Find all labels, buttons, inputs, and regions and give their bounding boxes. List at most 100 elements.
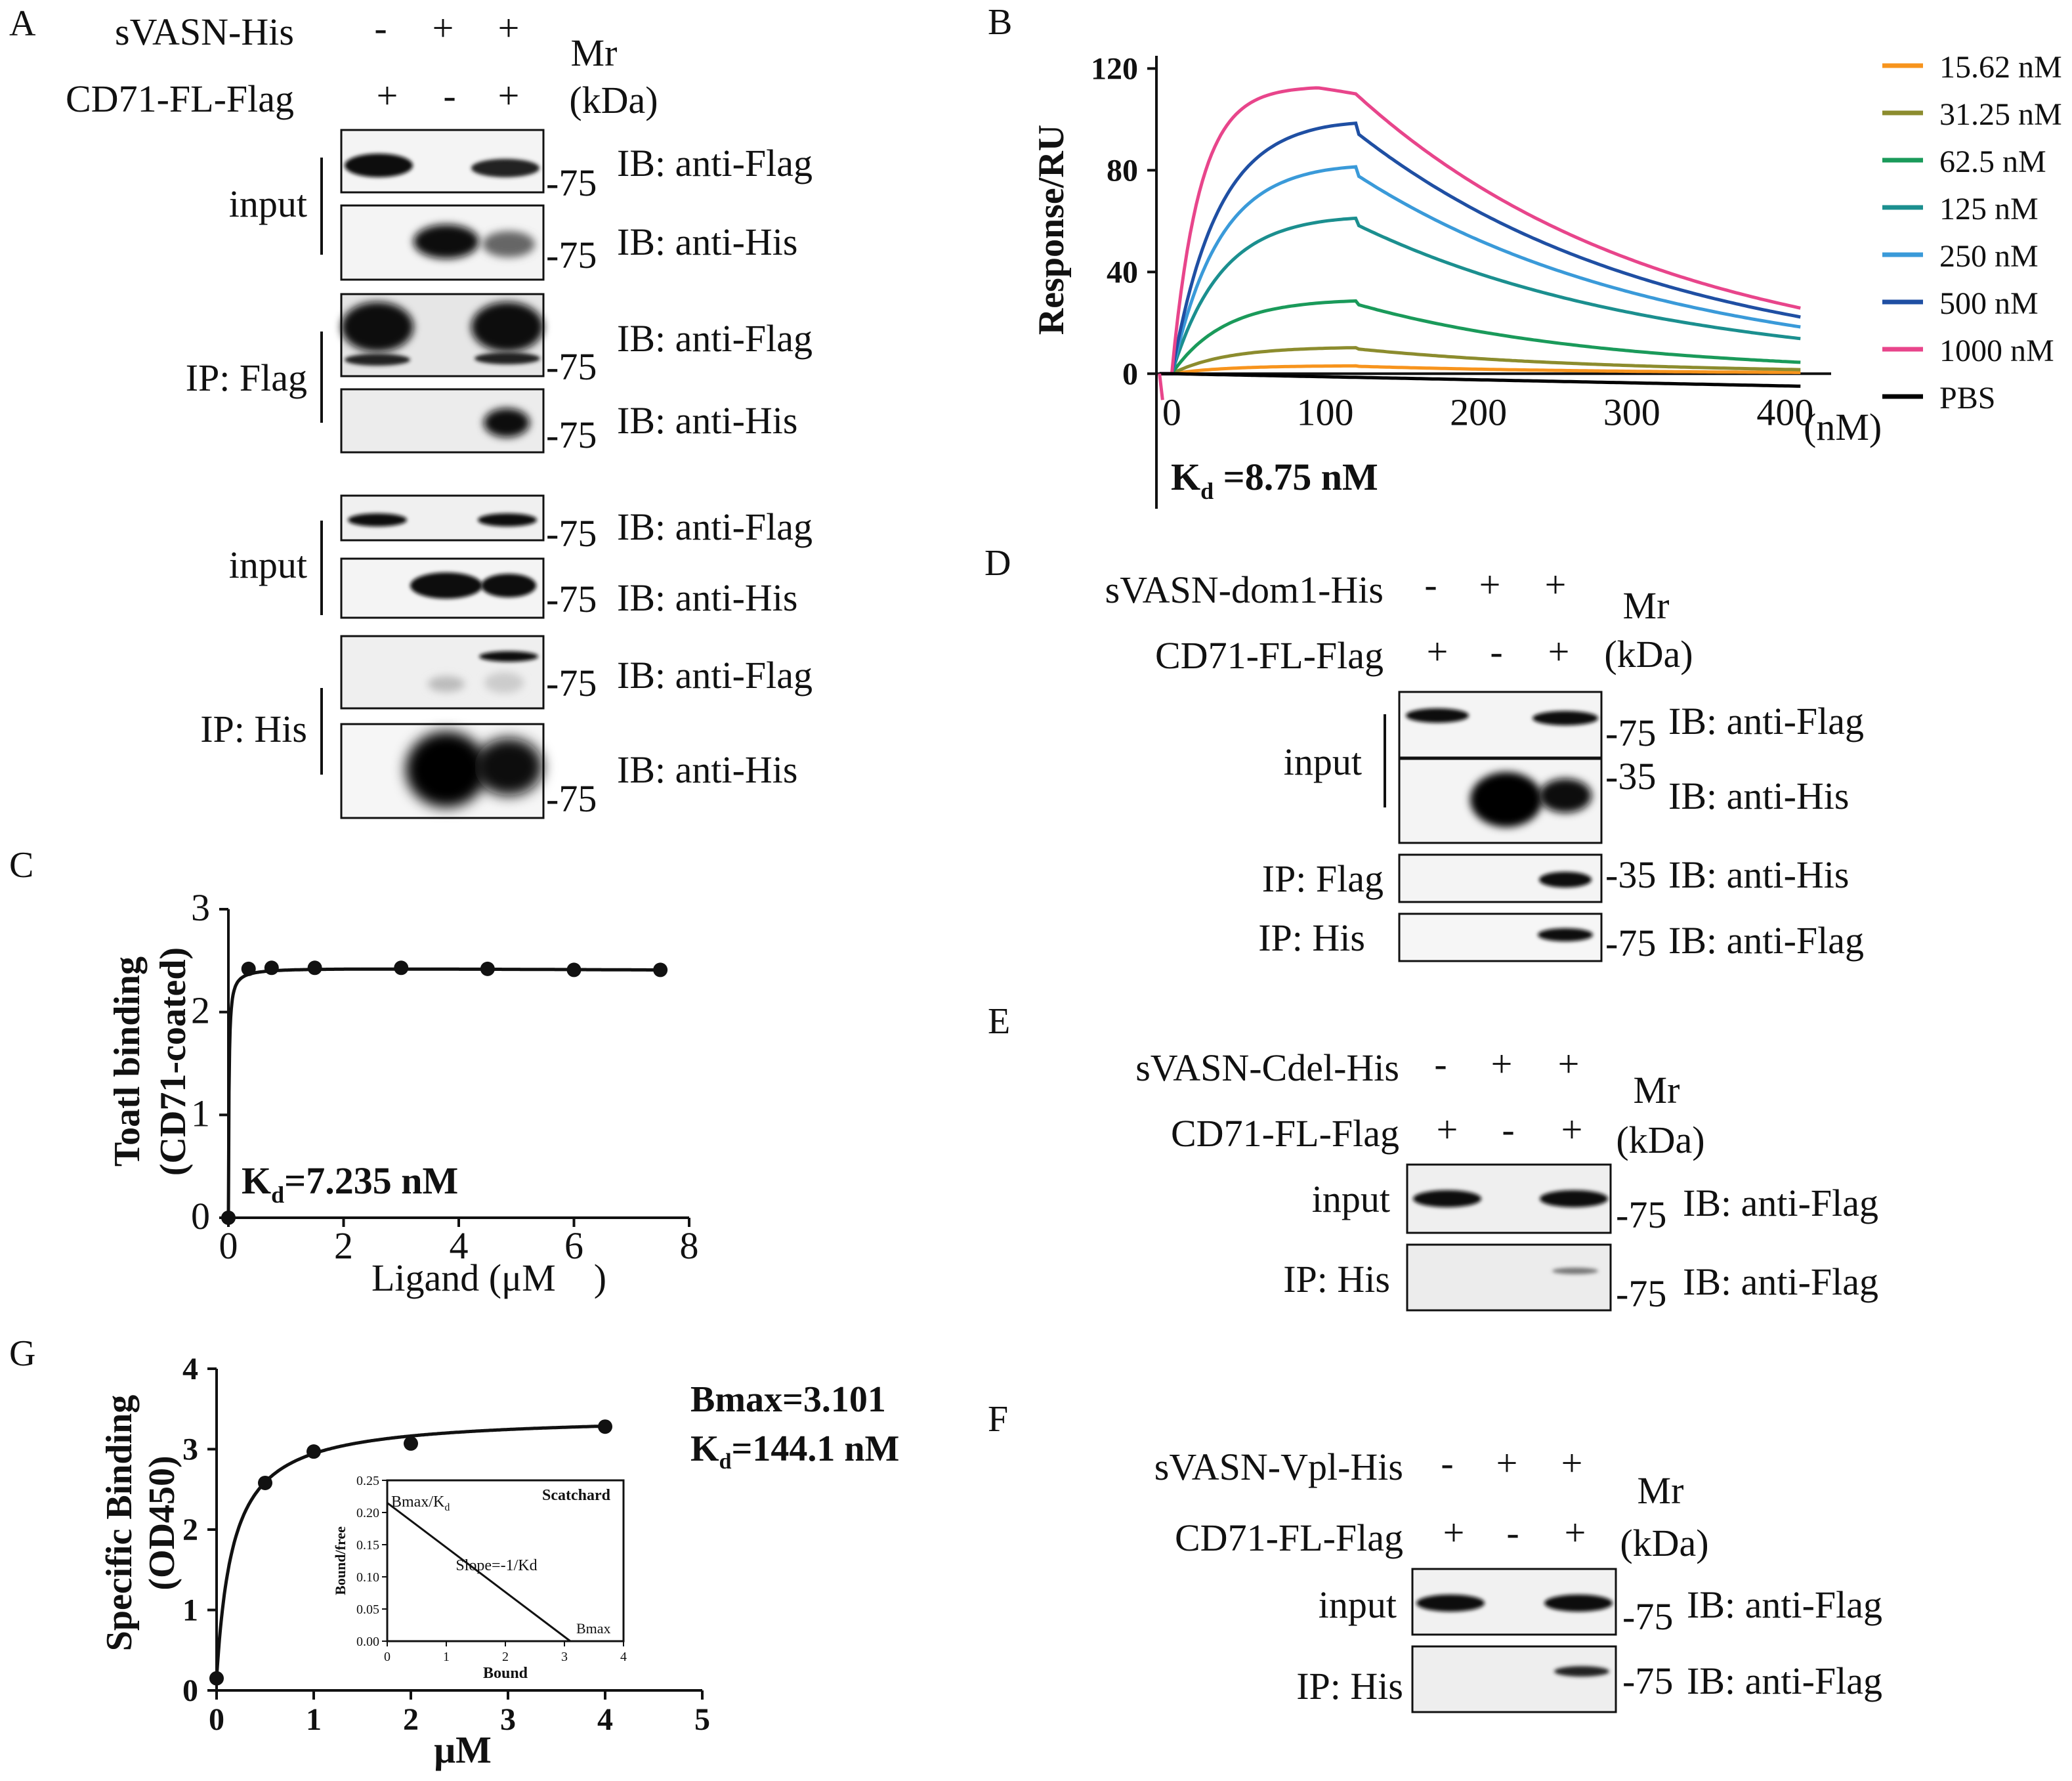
inset-scatchard-line (387, 1502, 571, 1642)
ib-label: IB: anti-Flag (1683, 1260, 1878, 1303)
ib-label: IB: anti-His (617, 221, 797, 263)
chart-b-kd: Kd =8.75 nM (1171, 456, 1378, 504)
sign-e-r2-c3: + (1561, 1108, 1583, 1151)
group-label-ip-his: IP: His (1296, 1665, 1403, 1707)
chart-b-series-line (1159, 165, 1801, 376)
chart-c-point (221, 1211, 236, 1225)
sign-a-r2-c2: - (443, 74, 455, 117)
chart-c-kd: Kd=7.235 nM (242, 1159, 458, 1208)
chart-b-xtick-label: 100 (1297, 391, 1354, 433)
chart-b-ylabel: Response/RU (1031, 125, 1072, 335)
sign-a-r1-c2: + (433, 7, 454, 49)
mw-marker: -75 (1605, 922, 1656, 964)
mw-marker: -75 (546, 512, 597, 555)
blot-e2 (1406, 1243, 1612, 1312)
chart-b-xtick-label: 0 (1162, 391, 1181, 433)
mw-marker: -75 (546, 777, 597, 820)
sign-d-r1-c1: - (1424, 563, 1437, 606)
mr-label: Mr (571, 32, 618, 74)
group-label-input: input (229, 544, 307, 586)
kda-label: (kDa) (569, 79, 658, 121)
chart-c-point (264, 960, 279, 976)
inset-frame (386, 1479, 625, 1642)
group-label-input: input (229, 182, 307, 225)
inset-ytick-label: 0.00 (356, 1635, 379, 1649)
chart-g-xtick-label: 4 (597, 1702, 613, 1737)
row-label-svasn-dom1-his: sVASN-dom1-His (1105, 569, 1384, 611)
chart-b-series-line (1159, 372, 1801, 388)
chart-g-point (209, 1671, 224, 1686)
sign-e-r1-c1: - (1434, 1042, 1447, 1085)
chart-b-legend-label: 15.62 nM (1939, 50, 2062, 85)
group-label-ip-his: IP: His (1258, 916, 1365, 959)
inset-title: Scatchard (542, 1487, 611, 1504)
chart-g: 0 1 2 3 4 0 1 2 3 4 5 (182, 1352, 710, 1737)
chart-b-xunit: (nM) (1804, 406, 1882, 448)
chart-g-ytick-label: 0 (182, 1673, 198, 1708)
sign-d-r2-c3: + (1548, 630, 1570, 673)
sign-f-r1-c3: + (1561, 1442, 1583, 1484)
ib-label: IB: anti-His (617, 748, 797, 791)
sign-f-r2-c3: + (1565, 1511, 1586, 1554)
chart-c-xlabel: Ligand (μM ) (371, 1256, 606, 1299)
row-label-svasn-his: sVASN-His (115, 11, 294, 53)
sign-e-r2-c2: - (1502, 1108, 1514, 1151)
chart-g-point (404, 1436, 418, 1451)
mw-marker: -75 (1605, 712, 1656, 754)
inset-ytick-label: 0.20 (356, 1506, 379, 1520)
chart-b-legend-label: 125 nM (1939, 192, 2039, 226)
row-label-cd71-fl-flag: CD71-FL-Flag (1171, 1112, 1399, 1155)
mw-marker: -75 (1622, 1660, 1673, 1702)
panel-label-c: C (9, 845, 33, 886)
chart-g-xtick-label: 5 (694, 1702, 710, 1737)
panel-label-g: G (9, 1333, 35, 1374)
inset-xtick-label: 1 (443, 1650, 450, 1664)
chart-c-xtick-label: 0 (219, 1224, 238, 1267)
panel-label-e: E (988, 1001, 1010, 1042)
chart-c-xtick-label: 4 (450, 1224, 469, 1267)
chart-b-series-line (1159, 346, 1801, 376)
ib-label: IB: anti-His (617, 576, 797, 619)
chart-b-series-line (1159, 216, 1801, 376)
sign-a-r1-c1: - (374, 7, 387, 49)
chart-c: 0 1 2 3 0 2 4 6 8 (191, 886, 699, 1267)
inset-xtick-label: 2 (502, 1650, 509, 1664)
chart-b-ytick-label: 0 (1122, 356, 1138, 391)
mw-marker: -75 (546, 578, 597, 620)
kda-label: (kDa) (1620, 1522, 1708, 1564)
ib-label: IB: anti-Flag (617, 317, 813, 360)
chart-b-xtick-label: 200 (1450, 391, 1507, 433)
chart-c-point (394, 960, 409, 976)
chart-b-series-line (1159, 299, 1801, 376)
sign-d-r2-c1: + (1427, 630, 1448, 673)
group-label-ip-his: IP: His (1283, 1258, 1390, 1300)
chart-c-point (307, 960, 322, 976)
inset-ytick-label: 0.10 (356, 1570, 379, 1585)
inset-xtick-label: 4 (620, 1650, 627, 1664)
chart-c-point (241, 961, 256, 976)
chart-g-point (258, 1475, 272, 1490)
group-label-input: input (1284, 740, 1362, 783)
chart-g-xtick-label: 1 (306, 1702, 322, 1737)
panel-label-d: D (984, 543, 1011, 584)
blot-f2 (1411, 1645, 1617, 1713)
chart-c-point (653, 962, 668, 977)
blot-a7 (340, 635, 545, 710)
mw-marker: -35 (1605, 853, 1656, 896)
inset-slope-label: Slope=-1/Kd (455, 1557, 537, 1574)
chart-c-ytick-label: 3 (191, 886, 210, 929)
sign-e-r2-c1: + (1437, 1108, 1458, 1151)
ib-label: IB: anti-Flag (1668, 700, 1864, 742)
ib-label: IB: anti-His (617, 399, 797, 442)
mw-marker: -75 (546, 662, 597, 704)
mr-label: Mr (1623, 584, 1670, 627)
chart-c-xtick-label: 2 (334, 1224, 353, 1267)
inset-ytick-label: 0.15 (356, 1538, 379, 1553)
inset-bmax-kd-text: Bmax/K (391, 1493, 445, 1511)
chart-g-point (307, 1444, 321, 1459)
kda-label: (kDa) (1616, 1119, 1704, 1161)
inset-xtick-label: 0 (384, 1650, 391, 1664)
chart-c-fit-line (226, 967, 661, 1218)
mw-marker: -75 (546, 345, 597, 388)
